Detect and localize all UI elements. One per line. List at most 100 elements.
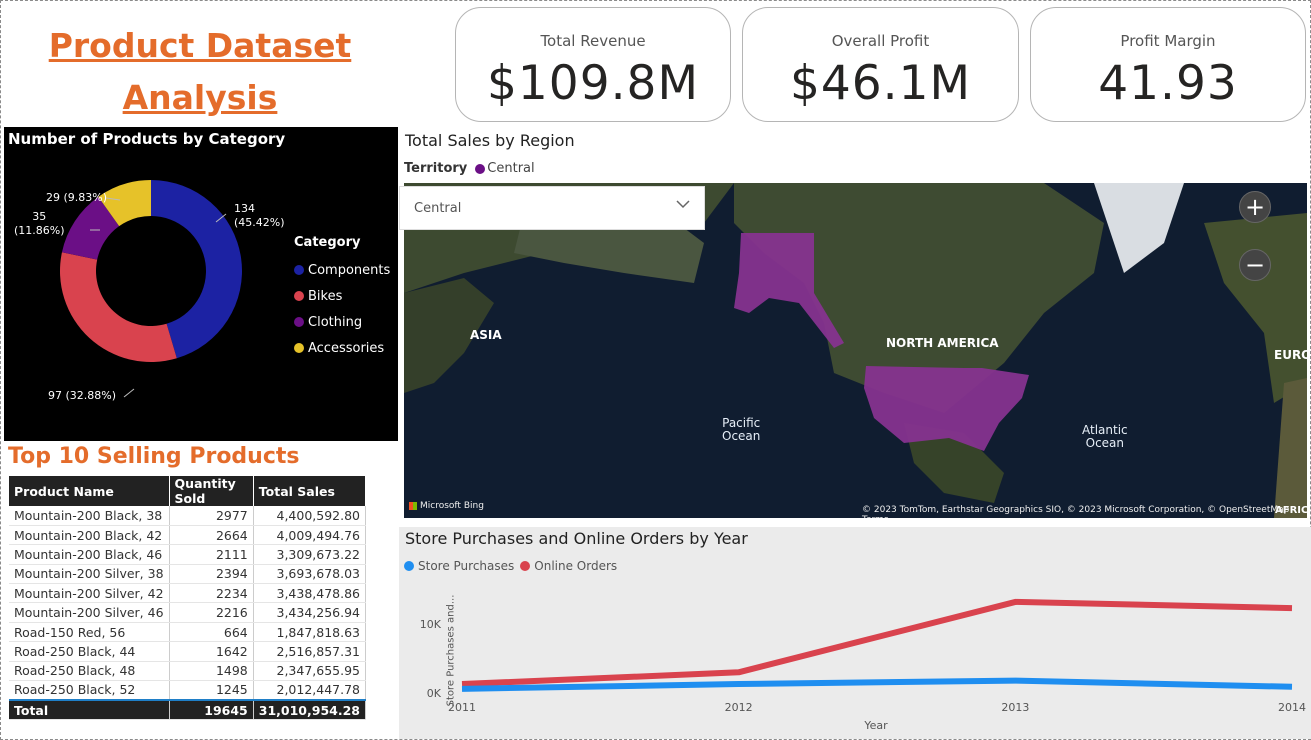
column-header-total-sales[interactable]: Total Sales	[253, 476, 367, 506]
donut-title: Number of Products by Category	[8, 130, 286, 148]
kpi-label: Overall Profit	[831, 32, 930, 50]
microsoft-logo-icon	[409, 502, 417, 510]
donut-slice-clothing[interactable]	[61, 196, 120, 260]
legend-item-components[interactable]: Components	[294, 257, 390, 283]
series-line-store-purchases[interactable]	[461, 677, 1293, 692]
table-row[interactable]: Mountain-200 Silver, 46 2216 3,434,256.94	[9, 602, 367, 623]
sales-map[interactable]: + − ASIA NORTH AMERICA EURO AFRIC Pacifi…	[404, 183, 1307, 518]
sales-cell: 3,438,478.86	[253, 583, 367, 604]
legend-item-bikes[interactable]: Bikes	[294, 283, 390, 309]
donut-slice-components[interactable]	[151, 180, 242, 359]
sales-cell: 3,434,256.94	[253, 602, 367, 623]
product-name-cell: Mountain-200 Black, 42	[9, 525, 170, 546]
zoom-in-button[interactable]: +	[1239, 191, 1271, 223]
column-header-product-name[interactable]: Product Name	[9, 476, 170, 506]
map-legend: Territory Central	[404, 161, 535, 176]
total-label-cell: Total	[9, 698, 170, 721]
quantity-cell: 2394	[169, 564, 254, 585]
product-name-cell: Road-150 Red, 56	[9, 622, 170, 643]
products-by-category-visual[interactable]: Number of Products by Category 134 (45.4…	[4, 127, 398, 441]
legend-dot-store	[404, 561, 414, 571]
legend-label: Clothing	[308, 314, 363, 330]
donut-leader-line	[215, 213, 227, 223]
y-tick-label: 0K	[427, 687, 442, 700]
donut-label-accessories: 29 (9.83%)	[46, 191, 108, 204]
sales-cell: 3,693,678.03	[253, 564, 367, 585]
territory-value: Central	[487, 161, 535, 176]
table-row[interactable]: Mountain-200 Black, 46 2111 3,309,673.22	[9, 544, 367, 565]
table-title: Top 10 Selling Products	[8, 444, 300, 469]
top-products-table[interactable]: Product Name Quantity Sold Total Sales M…	[9, 476, 367, 721]
donut-label-clothing: 35 (11.86%)	[14, 210, 65, 237]
sales-cell: 2,012,447.78	[253, 680, 367, 701]
sales-cell: 4,400,592.80	[253, 506, 367, 526]
column-header-quantity-sold[interactable]: Quantity Sold	[169, 476, 254, 506]
table-row[interactable]: Mountain-200 Black, 42 2664 4,009,494.76	[9, 525, 367, 546]
x-tick-label: 2011	[448, 701, 476, 714]
table-row[interactable]: Road-250 Black, 48 1498 2,347,655.95	[9, 661, 367, 682]
x-axis-title: Year	[863, 719, 888, 732]
donut-leader-line	[105, 197, 121, 201]
quantity-cell: 664	[169, 622, 254, 643]
kpi-value: $109.8M	[486, 56, 699, 111]
table-row[interactable]: Road-150 Red, 56 664 1,847,818.63	[9, 622, 367, 643]
legend-label: Components	[308, 262, 391, 278]
product-name-cell: Mountain-200 Black, 46	[9, 544, 170, 565]
line-chart[interactable]: 0K 10K 2011 2012 2013 2014 Year	[399, 527, 1311, 739]
legend-label-online[interactable]: Online Orders	[534, 559, 618, 573]
kpi-card-profit-margin[interactable]: Profit Margin 41.93	[1030, 7, 1306, 122]
y-tick-label: 10K	[420, 618, 442, 631]
product-name-cell: Mountain-200 Silver, 38	[9, 564, 170, 585]
zoom-out-button[interactable]: −	[1239, 249, 1271, 281]
line-chart-visual[interactable]	[399, 527, 1311, 739]
legend-dot	[294, 265, 304, 275]
legend-label-store[interactable]: Store Purchases	[418, 559, 515, 573]
map-label-north-america: NORTH AMERICA	[886, 336, 999, 350]
table-row[interactable]: Road-250 Black, 44 1642 2,516,857.31	[9, 641, 367, 662]
table-total-row: Total 19645 31,010,954.28	[9, 698, 367, 721]
kpi-card-total-revenue[interactable]: Total Revenue $109.8M	[455, 7, 731, 122]
legend-dot-online	[520, 561, 531, 571]
donut-legend: Category Components Bikes Clothing Acces…	[294, 235, 390, 361]
territory-dropdown[interactable]: Central	[399, 186, 705, 230]
series-line-online-orders[interactable]	[461, 598, 1293, 688]
x-tick-label: 2012	[725, 701, 753, 714]
bing-text: Microsoft Bing	[420, 501, 484, 511]
map-label-asia: ASIA	[470, 328, 502, 342]
table-row[interactable]: Mountain-200 Silver, 42 2234 3,438,478.86	[9, 583, 367, 604]
donut-chart[interactable]	[4, 127, 398, 441]
kpi-card-overall-profit[interactable]: Overall Profit $46.1M	[742, 7, 1019, 122]
map-title: Total Sales by Region	[405, 131, 575, 150]
product-name-cell: Road-250 Black, 52	[9, 680, 170, 701]
donut-label-bikes: 97 (32.88%)	[48, 389, 117, 402]
legend-item-clothing[interactable]: Clothing	[294, 309, 390, 335]
bing-logo: Microsoft Bing	[409, 501, 484, 511]
map-attribution[interactable]: © 2023 TomTom, Earthstar Geographics SIO…	[862, 505, 1290, 518]
sales-cell: 2,347,655.95	[253, 661, 367, 682]
donut-slice-bikes[interactable]	[60, 252, 177, 362]
quantity-cell: 2216	[169, 602, 254, 623]
sales-cell: 2,516,857.31	[253, 641, 367, 662]
line-chart-legend: Store Purchases Online Orders	[404, 559, 617, 573]
legend-item-accessories[interactable]: Accessories	[294, 335, 390, 361]
quantity-cell: 1245	[169, 680, 254, 701]
map-label-africa: AFRIC	[1275, 505, 1307, 516]
table-row[interactable]: Mountain-200 Silver, 38 2394 3,693,678.03	[9, 564, 367, 585]
kpi-label: Total Revenue	[540, 32, 646, 50]
quantity-cell: 1642	[169, 641, 254, 662]
map-label-atlantic: Atlantic Ocean	[1082, 423, 1128, 450]
sales-cell: 3,309,673.22	[253, 544, 367, 565]
quantity-cell: 2111	[169, 544, 254, 565]
kpi-value: 41.93	[1098, 56, 1238, 111]
table-row[interactable]: Mountain-200 Black, 38 2977 4,400,592.80	[9, 506, 367, 526]
donut-label-components: 134 (45.42%)	[234, 202, 285, 229]
map-background	[404, 183, 1307, 518]
x-tick-label: 2013	[1001, 701, 1029, 714]
quantity-cell: 2664	[169, 525, 254, 546]
table-row[interactable]: Road-250 Black, 52 1245 2,012,447.78	[9, 680, 367, 701]
kpi-value: $46.1M	[789, 56, 972, 111]
chevron-down-icon	[676, 200, 690, 209]
product-name-cell: Road-250 Black, 44	[9, 641, 170, 662]
donut-slice-accessories[interactable]	[98, 180, 151, 227]
product-name-cell: Mountain-200 Silver, 42	[9, 583, 170, 604]
